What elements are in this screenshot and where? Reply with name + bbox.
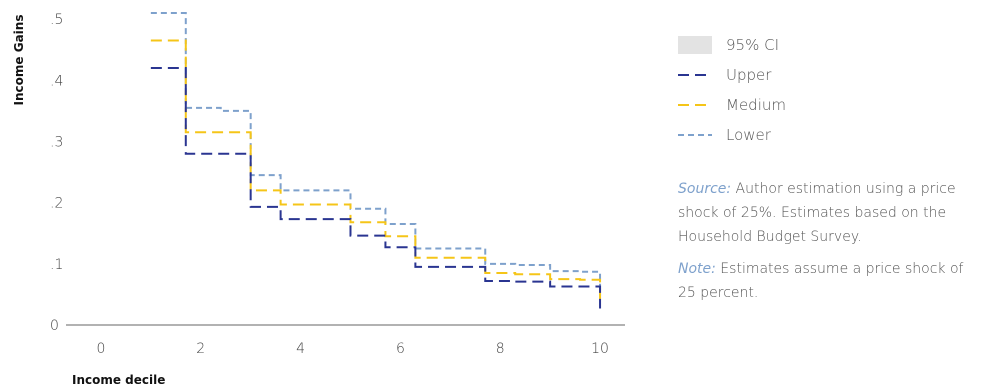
line-swatch-icon xyxy=(678,125,712,145)
ci-swatch-icon xyxy=(678,35,712,55)
x-tick-label: 0 xyxy=(96,341,105,357)
legend-item-medium: Medium xyxy=(678,90,786,120)
x-tick-label: 6 xyxy=(396,341,405,357)
legend-item-upper: Upper xyxy=(678,60,786,90)
note-text-block: Note: Estimates assume a price shock of … xyxy=(678,257,978,305)
source-note: Source: Author estimation using a price … xyxy=(678,177,978,249)
source-text: Author estimation using a price shock of… xyxy=(678,181,956,245)
legend-item-lower: Lower xyxy=(678,120,786,150)
line-swatch-icon xyxy=(678,95,712,115)
x-axis-title: Income decile xyxy=(72,373,165,387)
legend-label: Upper xyxy=(726,66,772,84)
note-label: Note: xyxy=(678,261,716,277)
y-tick-label: .2 xyxy=(50,196,63,212)
line-swatch-icon xyxy=(678,65,712,85)
note-text: Estimates assume a price shock of 25 per… xyxy=(678,261,964,301)
legend-item-ci: 95% CI xyxy=(678,30,786,60)
x-tick-label: 4 xyxy=(296,341,305,357)
y-axis-title: Income Gains xyxy=(12,15,26,106)
source-label: Source: xyxy=(678,181,732,197)
chart-legend: 95% CI Upper Medium Lower xyxy=(678,30,786,150)
legend-label: 95% CI xyxy=(726,36,780,54)
x-tick-label: 8 xyxy=(496,341,505,357)
line-chart: 0 2 4 6 8 10 0 .1 .2 .3 .4 .5 Income decile Income… xyxy=(12,12,625,387)
series-line-medium xyxy=(150,39,602,302)
x-tick-label: 2 xyxy=(196,341,205,357)
y-tick-label: .4 xyxy=(50,73,63,89)
legend-label: Medium xyxy=(726,96,786,114)
y-tick-label: 0 xyxy=(50,318,59,334)
y-tick-label: .1 xyxy=(50,257,63,273)
y-tick-label: .5 xyxy=(50,12,63,28)
series-line-upper xyxy=(150,67,602,309)
legend-label: Lower xyxy=(726,126,771,144)
x-tick-label: 10 xyxy=(591,341,609,357)
chart-notes: Source: Author estimation using a price … xyxy=(678,177,978,313)
y-tick-label: .3 xyxy=(50,134,63,150)
